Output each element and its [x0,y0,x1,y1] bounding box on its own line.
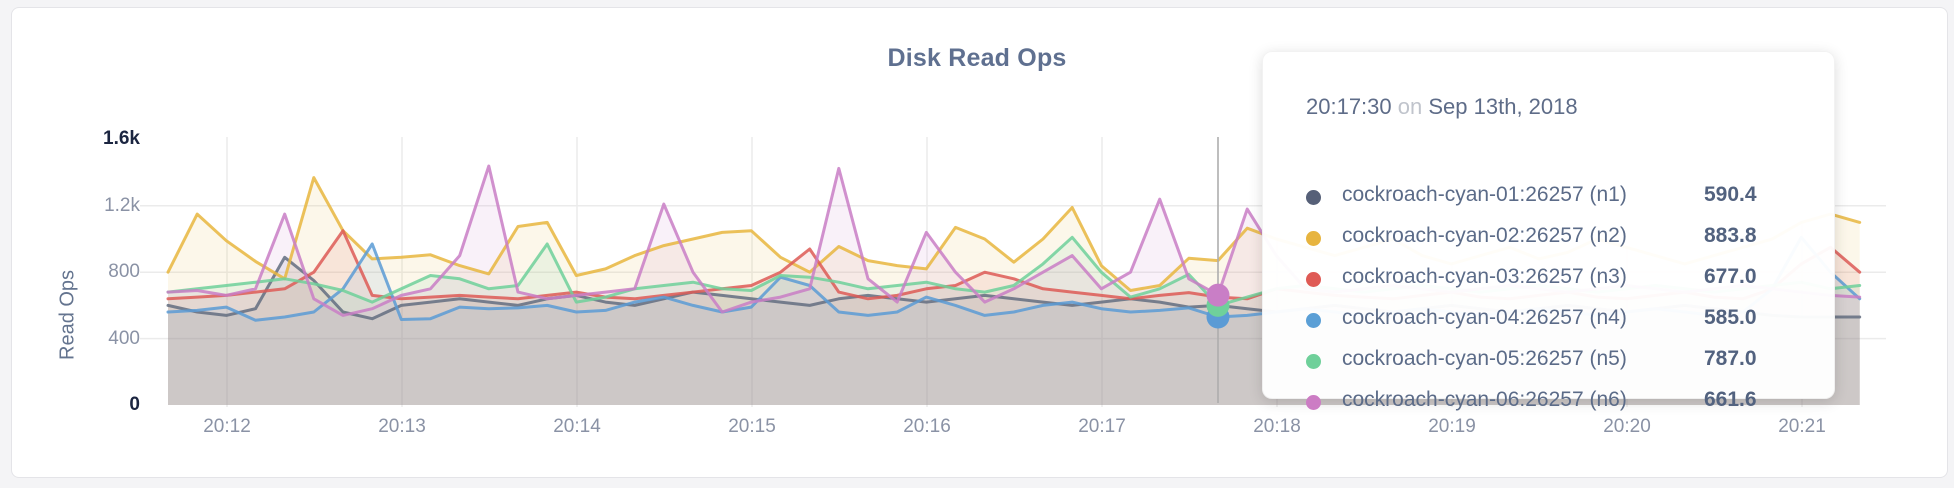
x-tick-label: 20:14 [553,416,601,437]
series-label: cockroach-cyan-04:26257 (n4) [1342,306,1627,329]
tooltip-row-n3: cockroach-cyan-03:26257 (n3) 677.0 [1263,265,1834,306]
y-tick-label: 1.6k [103,128,140,150]
tooltip-date: Sep 13th, 2018 [1428,94,1578,119]
x-tick-label: 20:12 [203,416,251,437]
y-tick-label: 400 [108,327,140,349]
series-label: cockroach-cyan-02:26257 (n2) [1342,224,1627,247]
y-tick-label: 0 [129,394,140,415]
x-tick-label: 20:16 [903,416,951,437]
series-value: 787.0 [1704,347,1757,370]
series-label: cockroach-cyan-05:26257 (n5) [1342,347,1627,370]
series-value: 883.8 [1704,224,1757,247]
x-tick-label: 20:21 [1778,416,1826,437]
x-tick-label: 20:18 [1253,416,1301,437]
tooltip-row-n2: cockroach-cyan-02:26257 (n2) 883.8 [1263,224,1834,265]
series-color-dot [1306,231,1321,246]
x-tick-label: 20:17 [1078,416,1126,437]
tooltip-row-n1: cockroach-cyan-01:26257 (n1) 590.4 [1263,183,1834,224]
y-tick-label: 1.2k [104,194,140,216]
y-tick-label: 800 [108,261,140,283]
x-tick-label: 20:13 [378,416,426,437]
tooltip-row-n5: cockroach-cyan-05:26257 (n5) 787.0 [1263,347,1834,388]
series-label: cockroach-cyan-01:26257 (n1) [1342,183,1627,206]
series-value: 590.4 [1704,183,1757,206]
x-tick-label: 20:15 [728,416,776,437]
series-color-dot [1306,354,1321,369]
hover-dots [1206,283,1230,329]
series-value: 585.0 [1704,306,1757,329]
tooltip-row-n6: cockroach-cyan-06:26257 (n6) 661.6 [1263,388,1834,429]
series-value: 677.0 [1704,265,1757,288]
chart-title: Disk Read Ops [887,44,1067,72]
series-color-dot [1306,313,1321,328]
series-label: cockroach-cyan-06:26257 (n6) [1342,388,1627,411]
series-color-dot [1306,272,1321,287]
chart-tooltip: 20:17:30 on Sep 13th, 2018 cockroach-cya… [1262,51,1835,411]
tooltip-on-word: on [1397,94,1423,119]
tooltip-timestamp: 20:17:30 on Sep 13th, 2018 [1306,94,1578,120]
series-value: 661.6 [1704,388,1757,411]
tooltip-time: 20:17:30 [1306,94,1392,119]
series-color-dot [1306,190,1321,205]
hover-dot-n6 [1206,283,1230,307]
x-tick-label: 20:20 [1603,416,1651,437]
tooltip-row-n4: cockroach-cyan-04:26257 (n4) 585.0 [1263,306,1834,347]
series-label: cockroach-cyan-03:26257 (n3) [1342,265,1627,288]
x-tick-label: 20:19 [1428,416,1476,437]
series-color-dot [1306,395,1321,410]
